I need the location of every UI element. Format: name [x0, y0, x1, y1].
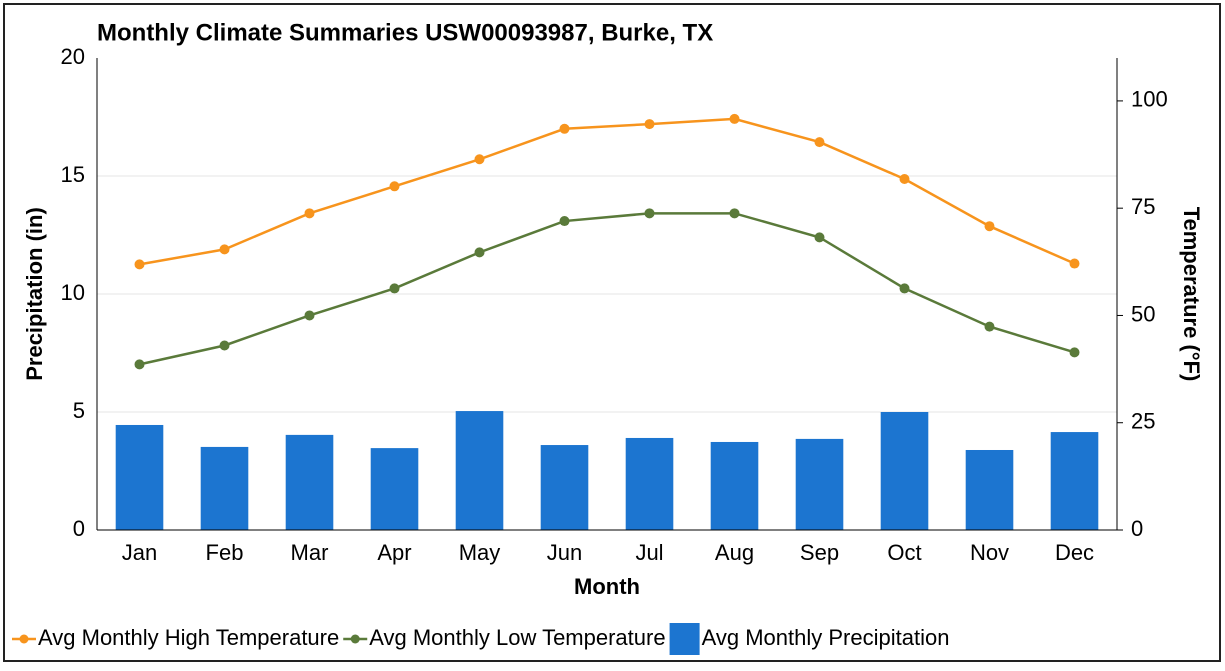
- legend-swatch: [669, 623, 700, 655]
- x-tick-label: Feb: [206, 540, 244, 565]
- point: [644, 208, 655, 219]
- point: [559, 123, 570, 134]
- point: [389, 283, 400, 294]
- x-tick-label: Oct: [887, 540, 921, 565]
- legend-swatch: [19, 634, 29, 644]
- point: [304, 310, 315, 321]
- y-tick-label: 20: [61, 44, 85, 69]
- point: [559, 216, 570, 227]
- point: [1069, 347, 1080, 358]
- bar: [455, 411, 504, 530]
- x-tick-label: Jun: [547, 540, 582, 565]
- point: [1069, 258, 1080, 269]
- point: [899, 283, 910, 294]
- point: [729, 113, 740, 124]
- x-tick-label: Sep: [800, 540, 839, 565]
- point: [134, 359, 145, 370]
- x-tick-label: Jul: [635, 540, 663, 565]
- legend-swatch: [350, 634, 360, 644]
- x-tick-label: Dec: [1055, 540, 1094, 565]
- legend-label: Avg Monthly High Temperature: [38, 625, 339, 650]
- y2-tick-label: 50: [1131, 301, 1155, 326]
- x-axis-title: Month: [574, 574, 640, 599]
- bar: [285, 434, 334, 530]
- x-tick-label: Mar: [291, 540, 329, 565]
- y-tick-label: 15: [61, 162, 85, 187]
- point: [304, 208, 315, 219]
- y2-tick-label: 0: [1131, 516, 1143, 541]
- legend-label: Avg Monthly Precipitation: [702, 625, 950, 650]
- bar: [200, 446, 249, 530]
- y2-tick-label: 25: [1131, 409, 1155, 434]
- point: [984, 221, 995, 232]
- frame: [3, 3, 1221, 662]
- x-tick-label: Nov: [970, 540, 1009, 565]
- y-tick-label: 5: [73, 398, 85, 423]
- bar: [625, 437, 674, 530]
- y2-tick-label: 75: [1131, 194, 1155, 219]
- point: [984, 321, 995, 332]
- y-tick-label: 10: [61, 280, 85, 305]
- bar: [880, 412, 929, 530]
- line: [139, 117, 1076, 266]
- point: [814, 232, 825, 243]
- point: [219, 244, 230, 255]
- bar: [370, 448, 419, 530]
- bar: [1050, 432, 1099, 530]
- chart-title: Monthly Climate Summaries USW00093987, B…: [97, 19, 713, 46]
- point: [389, 181, 400, 192]
- line: [139, 212, 1075, 366]
- bar: [965, 449, 1014, 530]
- bar: [710, 441, 759, 530]
- legend-label: Avg Monthly Low Temperature: [369, 625, 665, 650]
- x-tick-label: Jan: [122, 540, 157, 565]
- point: [899, 174, 910, 185]
- point: [134, 259, 145, 270]
- point: [729, 208, 740, 219]
- x-tick-label: Aug: [715, 540, 754, 565]
- point: [474, 247, 485, 258]
- point: [814, 137, 825, 148]
- bar: [540, 445, 589, 530]
- y2-axis-title: Temperature (°F): [1179, 207, 1204, 382]
- y-tick-label: 0: [73, 516, 85, 541]
- bar: [795, 438, 844, 530]
- y2-tick-label: 100: [1131, 87, 1168, 112]
- x-tick-label: May: [459, 540, 501, 565]
- y-axis-title: Precipitation (in): [22, 207, 47, 381]
- x-tick-label: Apr: [377, 540, 411, 565]
- bar: [115, 424, 164, 530]
- point: [474, 154, 485, 165]
- point: [644, 119, 655, 130]
- point: [219, 340, 230, 351]
